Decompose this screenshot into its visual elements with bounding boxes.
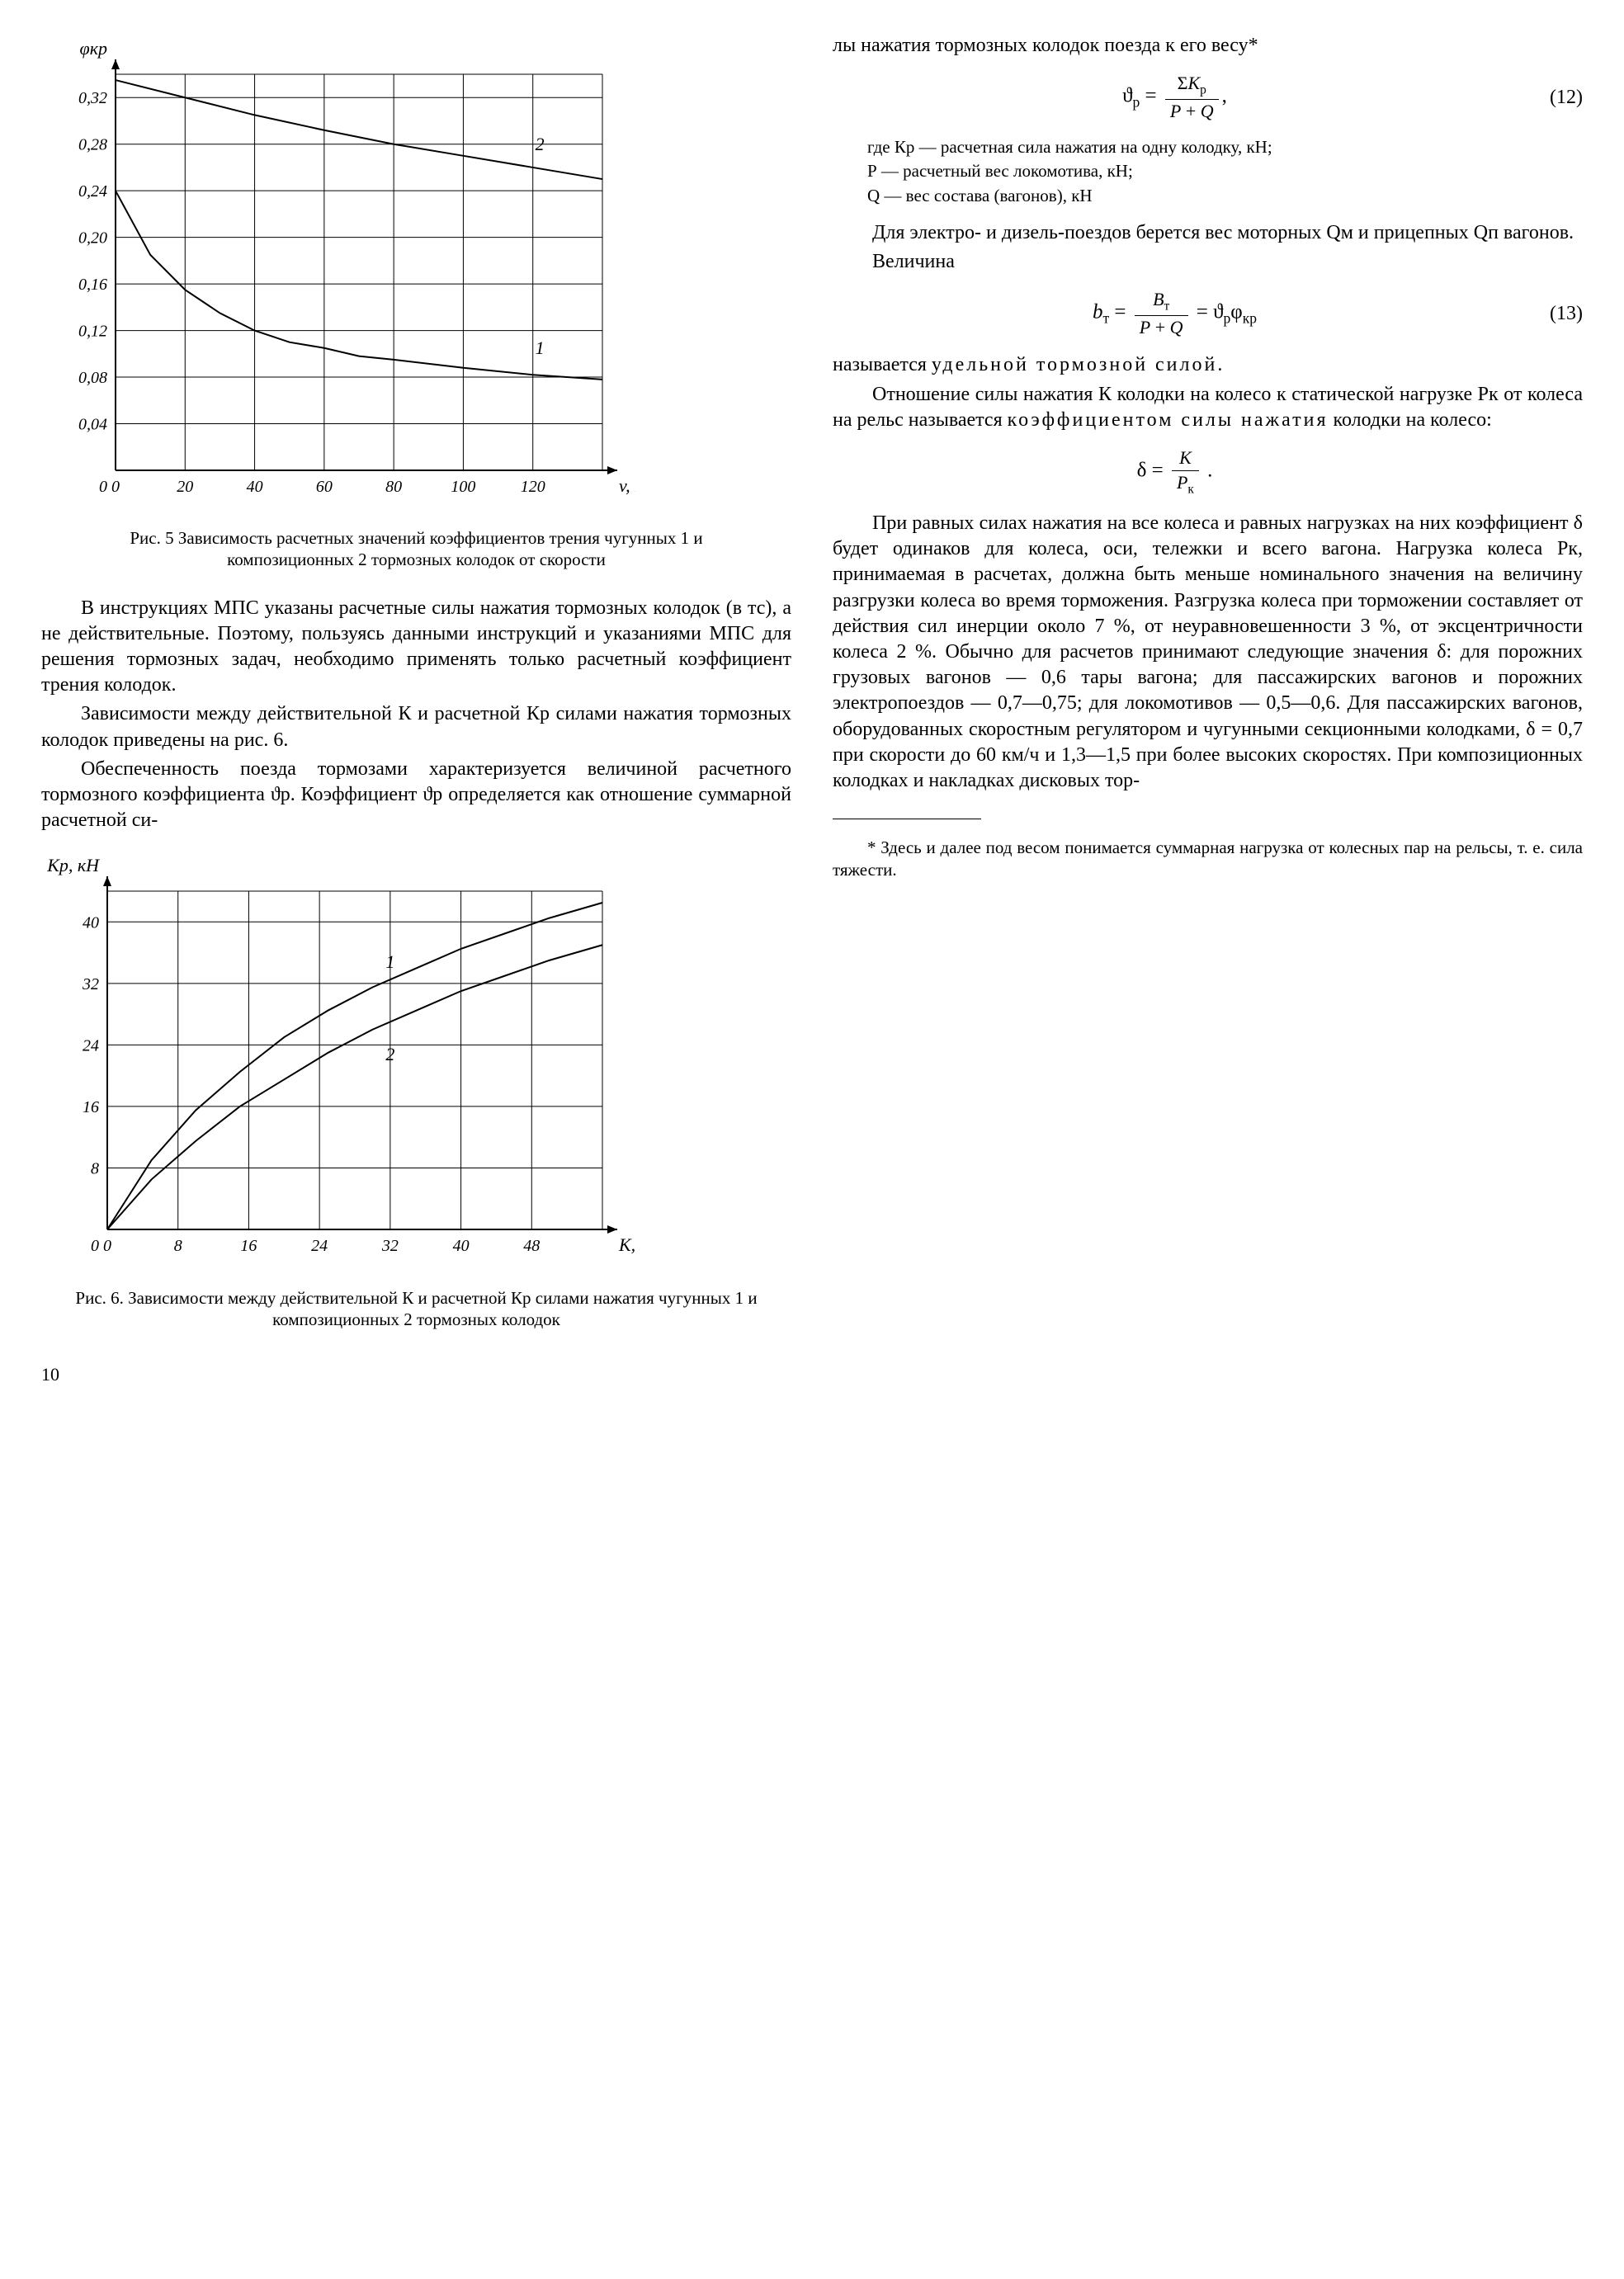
svg-text:0,24: 0,24 (78, 182, 107, 201)
right-para-3: Величина (833, 249, 1583, 275)
svg-text:0,16: 0,16 (78, 276, 107, 294)
svg-text:0,28: 0,28 (78, 136, 107, 154)
svg-text:0,08: 0,08 (78, 369, 107, 387)
svg-text:40: 40 (247, 478, 263, 496)
right-para-5: Отношение силы нажатия К ко­лодки на кол… (833, 382, 1583, 433)
svg-text:20: 20 (177, 478, 193, 496)
equation-13-number: (13) (1517, 301, 1583, 327)
equation-12: ϑр = ΣKрP + Q, (12) (833, 72, 1583, 123)
svg-text:Кр, кН: Кр, кН (46, 858, 100, 875)
svg-text:8: 8 (91, 1160, 99, 1178)
right-para-6: При равных силах нажатия на все колеса и… (833, 511, 1583, 794)
equation-delta-body: δ = KPк . (833, 446, 1517, 498)
equation-delta: δ = KPк . (833, 446, 1583, 498)
svg-text:40: 40 (453, 1237, 470, 1255)
chart-1-caption: Рис. 5 Зависимость расчетных значений ко… (74, 527, 758, 571)
svg-text:40: 40 (83, 914, 99, 932)
svg-text:0,12: 0,12 (78, 323, 107, 341)
def-q: Q — вес состава (вагонов), кН (833, 185, 1583, 207)
chart-2: 0 8 16 24 32 40 48 8 16 24 32 40 0 Кр, кН К, кН 1 2 (41, 858, 635, 1271)
svg-text:80: 80 (385, 478, 402, 496)
svg-text:32: 32 (381, 1237, 399, 1255)
svg-text:2: 2 (385, 1044, 394, 1064)
variable-definitions: где Кр — расчетная сила нажатия на одну … (833, 136, 1583, 207)
svg-text:16: 16 (83, 1098, 99, 1116)
svg-text:24: 24 (83, 1037, 99, 1055)
left-para-1: В инструкциях МПС указаны рас­четные сил… (41, 596, 791, 699)
left-para-3: Обеспеченность поезда тормоза­ми характе… (41, 757, 791, 834)
chart-2-block: 0 8 16 24 32 40 48 8 16 24 32 40 0 Кр, кН К, кН 1 2 Рис.… (41, 858, 791, 1330)
svg-text:1: 1 (385, 952, 394, 973)
right-para-1: лы нажатия тормозных колодок поезда к ег… (833, 33, 1583, 59)
right-para-4: называется удельной тормоз­ной силой. (833, 352, 1583, 378)
svg-text:0,04: 0,04 (78, 416, 107, 434)
svg-text:0: 0 (99, 478, 107, 496)
chart-1: 0204060801001200,040,080,120,160,200,240… (41, 33, 635, 512)
left-column: 0204060801001200,040,080,120,160,200,240… (41, 33, 791, 1387)
equation-12-body: ϑр = ΣKрP + Q, (833, 72, 1517, 123)
svg-text:60: 60 (316, 478, 333, 496)
svg-text:120: 120 (521, 478, 545, 496)
svg-text:0: 0 (103, 1237, 111, 1255)
def-p: Р — расчетный вес локомотива, кН; (833, 160, 1583, 182)
svg-text:100: 100 (451, 478, 475, 496)
right-column: лы нажатия тормозных колодок поезда к ег… (833, 33, 1583, 1387)
svg-text:1: 1 (536, 337, 545, 358)
def-kp: где Кр — расчетная сила нажатия на одну … (833, 136, 1583, 158)
svg-text:48: 48 (523, 1237, 540, 1255)
right-para-2: Для электро- и дизель-поездов берется ве… (833, 220, 1583, 246)
svg-text:0: 0 (111, 478, 120, 496)
svg-text:0: 0 (91, 1237, 99, 1255)
svg-text:24: 24 (311, 1237, 328, 1255)
svg-text:0,32: 0,32 (78, 89, 107, 107)
svg-text:φкр: φкр (80, 38, 107, 59)
equation-13: bт = BтP + Q = ϑрφкр (13) (833, 288, 1583, 339)
svg-text:8: 8 (174, 1237, 182, 1255)
right-para-5b: коэффициентом силы нажатия (1008, 409, 1329, 431)
right-para-4a: называется (833, 354, 932, 375)
svg-text:32: 32 (82, 975, 99, 993)
right-para-4b: удельной тормоз­ной силой. (932, 354, 1225, 375)
equation-13-body: bт = BтP + Q = ϑрφкр (833, 288, 1517, 339)
right-para-5c: колодки на колесо: (1329, 409, 1492, 431)
svg-text:v, км/ч: v, км/ч (619, 475, 635, 496)
footnote-text: * Здесь и далее под весом понимается сум… (833, 837, 1583, 882)
svg-text:16: 16 (240, 1237, 257, 1255)
svg-text:0,20: 0,20 (78, 229, 107, 248)
left-para-2: Зависимости между действитель­ной К и ра… (41, 701, 791, 753)
chart-1-block: 0204060801001200,040,080,120,160,200,240… (41, 33, 791, 571)
page-columns: 0204060801001200,040,080,120,160,200,240… (41, 33, 1583, 1387)
svg-text:2: 2 (536, 134, 545, 154)
chart-2-caption: Рис. 6. Зависимости между действительной… (74, 1287, 758, 1331)
svg-text:К, кН: К, кН (618, 1234, 635, 1255)
equation-12-number: (12) (1517, 85, 1583, 111)
page-number: 10 (41, 1363, 791, 1387)
